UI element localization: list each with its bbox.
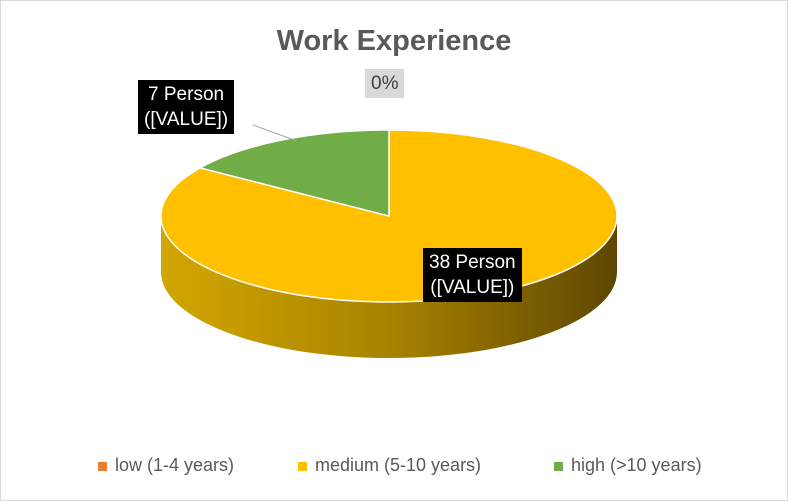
- legend-item: high (>10 years): [554, 455, 702, 476]
- chart-title: Work Experience: [276, 25, 512, 57]
- legend-swatch: [98, 461, 107, 471]
- legend-label: low (1-4 years): [115, 455, 235, 475]
- legend-label: high (>10 years): [571, 455, 702, 475]
- data-label: 38 Person ([VALUE]): [423, 248, 522, 302]
- legend-item: low (1-4 years): [98, 455, 234, 476]
- slice: [197, 129, 390, 217]
- slice-side: [161, 216, 617, 358]
- legend-label: medium (5-10 years): [315, 455, 482, 475]
- leader-line: [252, 124, 298, 142]
- data-label: 7 Person ([VALUE]): [138, 80, 235, 134]
- data-label: 0%: [365, 69, 405, 98]
- legend-swatch: [554, 461, 563, 471]
- legend-item: medium (5-10 years): [298, 455, 481, 476]
- legend-swatch: [298, 461, 307, 471]
